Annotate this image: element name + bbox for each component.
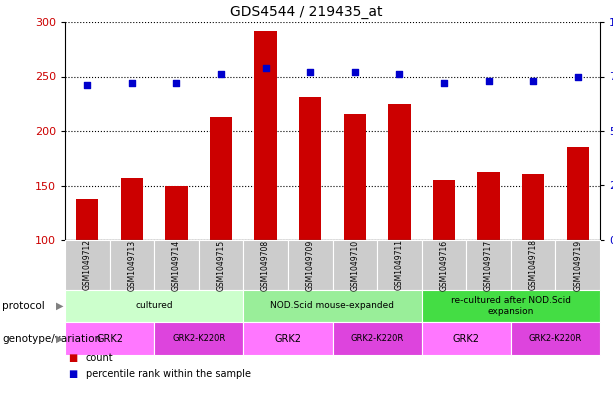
Text: GRK2-K220R: GRK2-K220R (529, 334, 582, 343)
Point (261, 64, 270, 71)
Text: count: count (86, 353, 113, 363)
Text: GSM1049710: GSM1049710 (350, 239, 359, 290)
Text: GSM1049713: GSM1049713 (128, 239, 136, 290)
Text: percentile rank within the sample: percentile rank within the sample (86, 369, 251, 379)
Text: ■: ■ (68, 369, 77, 379)
Text: GRK2: GRK2 (275, 334, 302, 343)
Point (305, 69, 315, 75)
Point (127, 80, 137, 86)
Point (172, 80, 181, 86)
Bar (299, 97, 321, 240)
Text: NOD.Scid mouse-expanded: NOD.Scid mouse-expanded (270, 301, 395, 310)
Text: GDS4544 / 219435_at: GDS4544 / 219435_at (230, 5, 383, 19)
Text: GSM1049717: GSM1049717 (484, 239, 493, 290)
Text: GSM1049716: GSM1049716 (440, 239, 449, 290)
Text: GRK2: GRK2 (453, 334, 480, 343)
Text: GSM1049714: GSM1049714 (172, 239, 181, 290)
Text: protocol: protocol (2, 301, 45, 311)
Point (216, 71, 226, 77)
Point (82, 82, 92, 88)
Text: GSM1049715: GSM1049715 (216, 239, 226, 290)
Text: genotype/variation: genotype/variation (2, 334, 101, 343)
Bar (388, 104, 411, 240)
Bar (254, 31, 277, 240)
Bar (433, 180, 455, 240)
Text: cultured: cultured (135, 301, 173, 310)
Text: ▶: ▶ (56, 301, 63, 311)
Text: GRK2-K220R: GRK2-K220R (351, 334, 404, 343)
Point (573, 73, 582, 80)
Point (350, 69, 360, 75)
Text: ▶: ▶ (56, 334, 63, 343)
Bar (121, 178, 143, 240)
Text: GRK2-K220R: GRK2-K220R (172, 334, 226, 343)
Text: GRK2: GRK2 (96, 334, 123, 343)
Point (439, 80, 449, 86)
Bar (210, 117, 232, 240)
Bar (76, 198, 99, 240)
Text: ■: ■ (68, 353, 77, 363)
Text: re-cultured after NOD.Scid
expansion: re-cultured after NOD.Scid expansion (451, 296, 571, 316)
Text: GSM1049719: GSM1049719 (573, 239, 582, 290)
Text: GSM1049711: GSM1049711 (395, 239, 404, 290)
Bar (566, 147, 589, 240)
Text: GSM1049712: GSM1049712 (83, 239, 92, 290)
Text: GSM1049709: GSM1049709 (306, 239, 314, 291)
Bar (344, 114, 366, 240)
Text: GSM1049718: GSM1049718 (528, 239, 538, 290)
Bar (478, 173, 500, 240)
Text: GSM1049708: GSM1049708 (261, 239, 270, 290)
Bar (522, 174, 544, 240)
Point (395, 71, 405, 77)
Point (528, 78, 538, 84)
Point (484, 78, 493, 84)
Bar (166, 185, 188, 240)
